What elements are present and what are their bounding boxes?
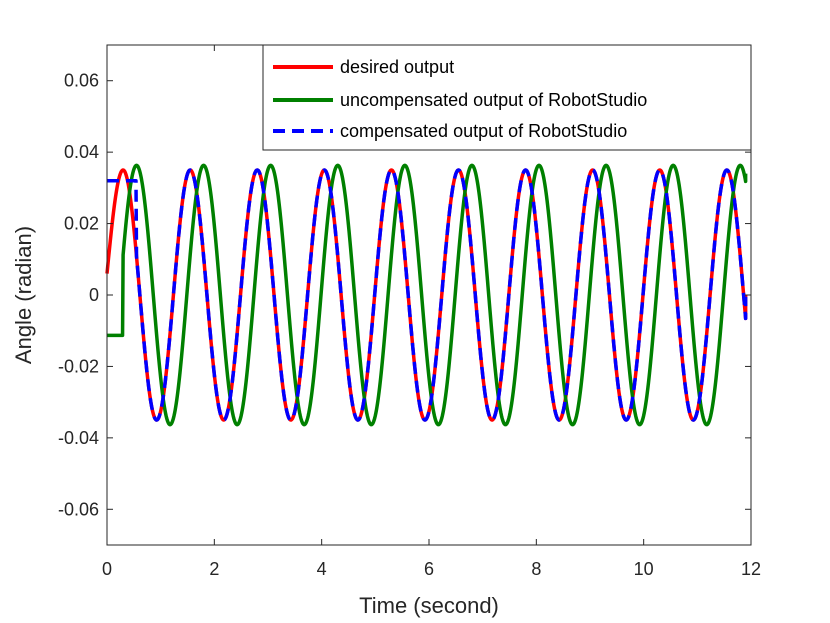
x-tick-label: 8 (531, 559, 541, 579)
tick-layer: 0 2 4 6 8 10 12 -0.06 -0.04 -0.02 0 0.02 0.04 0.06 (58, 45, 761, 579)
legend-box (262, 44, 752, 151)
y-tick-label: 0.06 (64, 71, 99, 91)
series-line-compensated-output-of-robotstudio (105, 168, 748, 422)
x-axis-label: Time (second) (359, 593, 499, 618)
y-tick-label: 0 (89, 285, 99, 305)
legend-label-desired-output: desired output (340, 57, 454, 77)
series-layer (105, 163, 748, 427)
legend-label-compensated-output: compensated output of RobotStudio (340, 121, 627, 141)
y-tick-label: -0.02 (58, 356, 99, 376)
x-tick-label: 12 (741, 559, 761, 579)
legend: desired output uncompensated output of R… (262, 44, 752, 151)
legend-label-uncompensated-output: uncompensated output of RobotStudio (340, 90, 647, 110)
y-tick-label: -0.06 (58, 499, 99, 519)
y-tick-label: 0.04 (64, 142, 99, 162)
x-tick-label: 0 (102, 559, 112, 579)
series-line-uncompensated-output-of-robotstudio (105, 163, 748, 427)
y-tick-label: 0.02 (64, 214, 99, 234)
y-tick-label: -0.04 (58, 428, 99, 448)
x-tick-label: 2 (209, 559, 219, 579)
y-axis-label: Angle (radian) (11, 226, 36, 364)
x-tick-label: 6 (424, 559, 434, 579)
x-tick-label: 4 (317, 559, 327, 579)
x-tick-label: 10 (634, 559, 654, 579)
